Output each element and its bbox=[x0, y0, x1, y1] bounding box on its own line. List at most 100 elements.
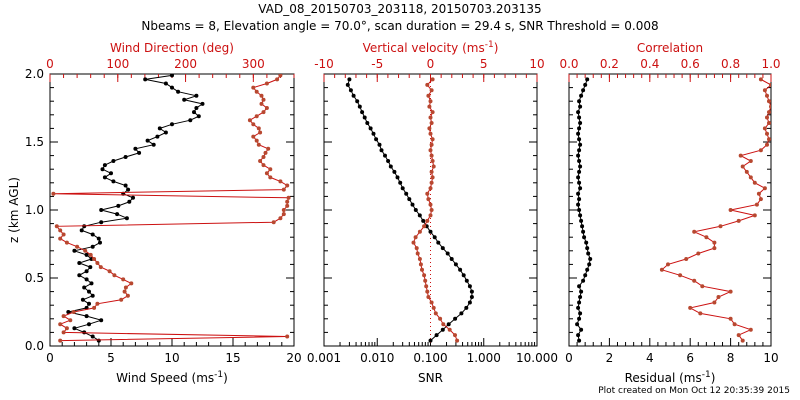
data-point bbox=[577, 197, 582, 202]
data-point bbox=[433, 311, 438, 316]
data-point bbox=[99, 208, 104, 212]
data-point bbox=[383, 153, 387, 158]
data-point bbox=[577, 99, 582, 104]
data-point bbox=[578, 142, 583, 147]
data-point bbox=[371, 131, 376, 136]
data-point bbox=[347, 77, 352, 82]
data-point bbox=[66, 310, 71, 314]
data-point bbox=[119, 297, 124, 302]
data-point bbox=[469, 289, 474, 294]
data-point bbox=[157, 126, 162, 131]
data-point bbox=[728, 289, 733, 294]
data-point bbox=[90, 244, 95, 249]
data-point bbox=[251, 134, 256, 139]
data-point bbox=[90, 334, 95, 339]
x-bottom-axis-label: Residual (ms-1) bbox=[625, 370, 716, 385]
data-point bbox=[769, 104, 771, 109]
x-bottom-tick-label: 0.001 bbox=[307, 351, 341, 365]
data-point bbox=[728, 316, 733, 321]
data-point bbox=[351, 93, 356, 98]
x-top-axis-label: Vertical velocity (ms-1) bbox=[363, 40, 499, 55]
data-point bbox=[428, 202, 433, 207]
data-point bbox=[145, 138, 150, 143]
data-point bbox=[80, 297, 85, 302]
data-point bbox=[459, 311, 464, 316]
data-point bbox=[429, 180, 434, 185]
data-point bbox=[688, 305, 693, 310]
data-point bbox=[194, 106, 199, 110]
data-point bbox=[577, 208, 582, 212]
data-point bbox=[427, 126, 432, 131]
data-point bbox=[430, 110, 435, 115]
x-bottom-tick-label: 10.000 bbox=[516, 351, 558, 365]
data-point bbox=[348, 88, 353, 93]
data-point bbox=[98, 265, 103, 270]
data-point bbox=[259, 93, 264, 98]
data-point bbox=[461, 273, 466, 278]
data-point bbox=[261, 155, 266, 159]
data-point bbox=[192, 110, 196, 115]
data-point bbox=[259, 101, 264, 106]
data-point bbox=[758, 77, 763, 82]
data-point bbox=[131, 195, 135, 200]
data-point bbox=[449, 257, 454, 261]
plot-timestamp: Plot created on Mon Oct 12 20:35:39 2015 bbox=[598, 386, 790, 396]
data-point bbox=[440, 327, 445, 332]
data-point bbox=[77, 273, 82, 278]
data-point bbox=[392, 169, 397, 174]
data-point bbox=[285, 334, 290, 339]
data-point bbox=[585, 267, 590, 272]
data-point bbox=[578, 164, 583, 169]
data-point bbox=[464, 305, 469, 310]
data-point bbox=[587, 262, 592, 267]
data-point bbox=[90, 293, 95, 298]
data-point bbox=[116, 203, 121, 208]
series-line-snr bbox=[347, 79, 473, 341]
data-point bbox=[588, 257, 593, 261]
data-point bbox=[659, 267, 664, 272]
data-point bbox=[256, 126, 261, 131]
x-top-tick-label: 100 bbox=[106, 57, 129, 71]
data-point bbox=[578, 213, 583, 218]
data-point bbox=[698, 311, 703, 316]
data-point bbox=[576, 131, 581, 136]
data-point bbox=[430, 175, 435, 180]
data-point bbox=[127, 199, 132, 204]
data-point bbox=[748, 159, 753, 163]
x-top-tick-label: 200 bbox=[174, 57, 197, 71]
data-point bbox=[428, 186, 433, 191]
data-point bbox=[188, 118, 193, 123]
data-point bbox=[281, 208, 286, 212]
data-point bbox=[264, 106, 269, 110]
data-point bbox=[109, 171, 113, 176]
data-point bbox=[692, 229, 697, 234]
data-point bbox=[285, 183, 290, 188]
data-point bbox=[576, 333, 581, 338]
y-tick-label: 0.5 bbox=[25, 271, 44, 285]
data-point bbox=[578, 104, 583, 109]
data-point bbox=[423, 278, 428, 283]
x-bottom-tick-label: 2 bbox=[606, 351, 614, 365]
data-point bbox=[762, 88, 767, 93]
x-top-axis-label: Wind Direction (deg) bbox=[110, 41, 234, 55]
data-point bbox=[121, 277, 126, 282]
y-tick-label: 2.0 bbox=[25, 67, 44, 81]
data-point bbox=[278, 216, 283, 221]
data-point bbox=[738, 153, 743, 158]
data-point bbox=[398, 180, 403, 185]
data-point bbox=[99, 318, 104, 323]
data-point bbox=[758, 148, 763, 153]
data-point bbox=[716, 295, 721, 299]
data-point bbox=[58, 228, 63, 233]
data-point bbox=[88, 265, 93, 270]
data-point bbox=[82, 285, 87, 290]
data-point bbox=[261, 110, 266, 115]
x-top-tick-label: 0 bbox=[427, 57, 435, 71]
data-point bbox=[758, 197, 763, 202]
x-bottom-tick-label: 20 bbox=[286, 351, 301, 365]
x-bottom-tick-label: 8 bbox=[727, 351, 735, 365]
data-point bbox=[83, 248, 88, 253]
data-point bbox=[453, 262, 458, 267]
data-point bbox=[68, 318, 73, 323]
